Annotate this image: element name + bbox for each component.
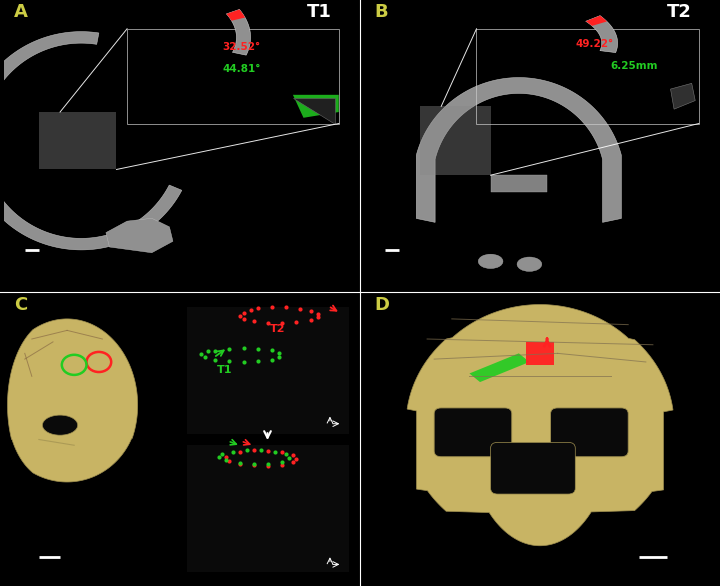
Polygon shape <box>416 77 621 222</box>
Text: A: A <box>14 4 28 21</box>
Polygon shape <box>7 319 138 482</box>
Polygon shape <box>293 95 339 118</box>
Text: D: D <box>374 297 390 314</box>
Bar <box>187 445 349 571</box>
FancyBboxPatch shape <box>551 408 628 456</box>
Polygon shape <box>586 16 618 53</box>
Ellipse shape <box>517 257 541 271</box>
Bar <box>477 29 698 124</box>
Bar <box>39 112 117 169</box>
Text: 49.22°: 49.22° <box>575 39 613 49</box>
Polygon shape <box>670 83 696 109</box>
Text: 6.25mm: 6.25mm <box>611 61 658 71</box>
Ellipse shape <box>42 415 78 435</box>
Polygon shape <box>293 98 336 124</box>
FancyBboxPatch shape <box>490 442 575 494</box>
Bar <box>420 106 490 175</box>
Polygon shape <box>469 353 529 382</box>
Bar <box>526 342 554 365</box>
FancyBboxPatch shape <box>434 408 512 456</box>
Polygon shape <box>106 218 173 253</box>
Polygon shape <box>407 305 673 546</box>
Bar <box>127 29 338 124</box>
Text: T1: T1 <box>217 366 233 376</box>
Text: T2: T2 <box>667 4 692 21</box>
Text: 32.52°: 32.52° <box>222 42 261 52</box>
Polygon shape <box>490 175 547 192</box>
Text: T1: T1 <box>307 4 332 21</box>
Polygon shape <box>0 32 182 250</box>
Text: T2: T2 <box>270 324 285 334</box>
Text: C: C <box>14 297 27 314</box>
Polygon shape <box>226 9 245 21</box>
Polygon shape <box>586 16 607 26</box>
Text: 44.81°: 44.81° <box>222 64 261 74</box>
Polygon shape <box>226 9 251 55</box>
Ellipse shape <box>478 254 503 268</box>
Text: B: B <box>374 4 388 21</box>
Bar <box>187 308 349 434</box>
